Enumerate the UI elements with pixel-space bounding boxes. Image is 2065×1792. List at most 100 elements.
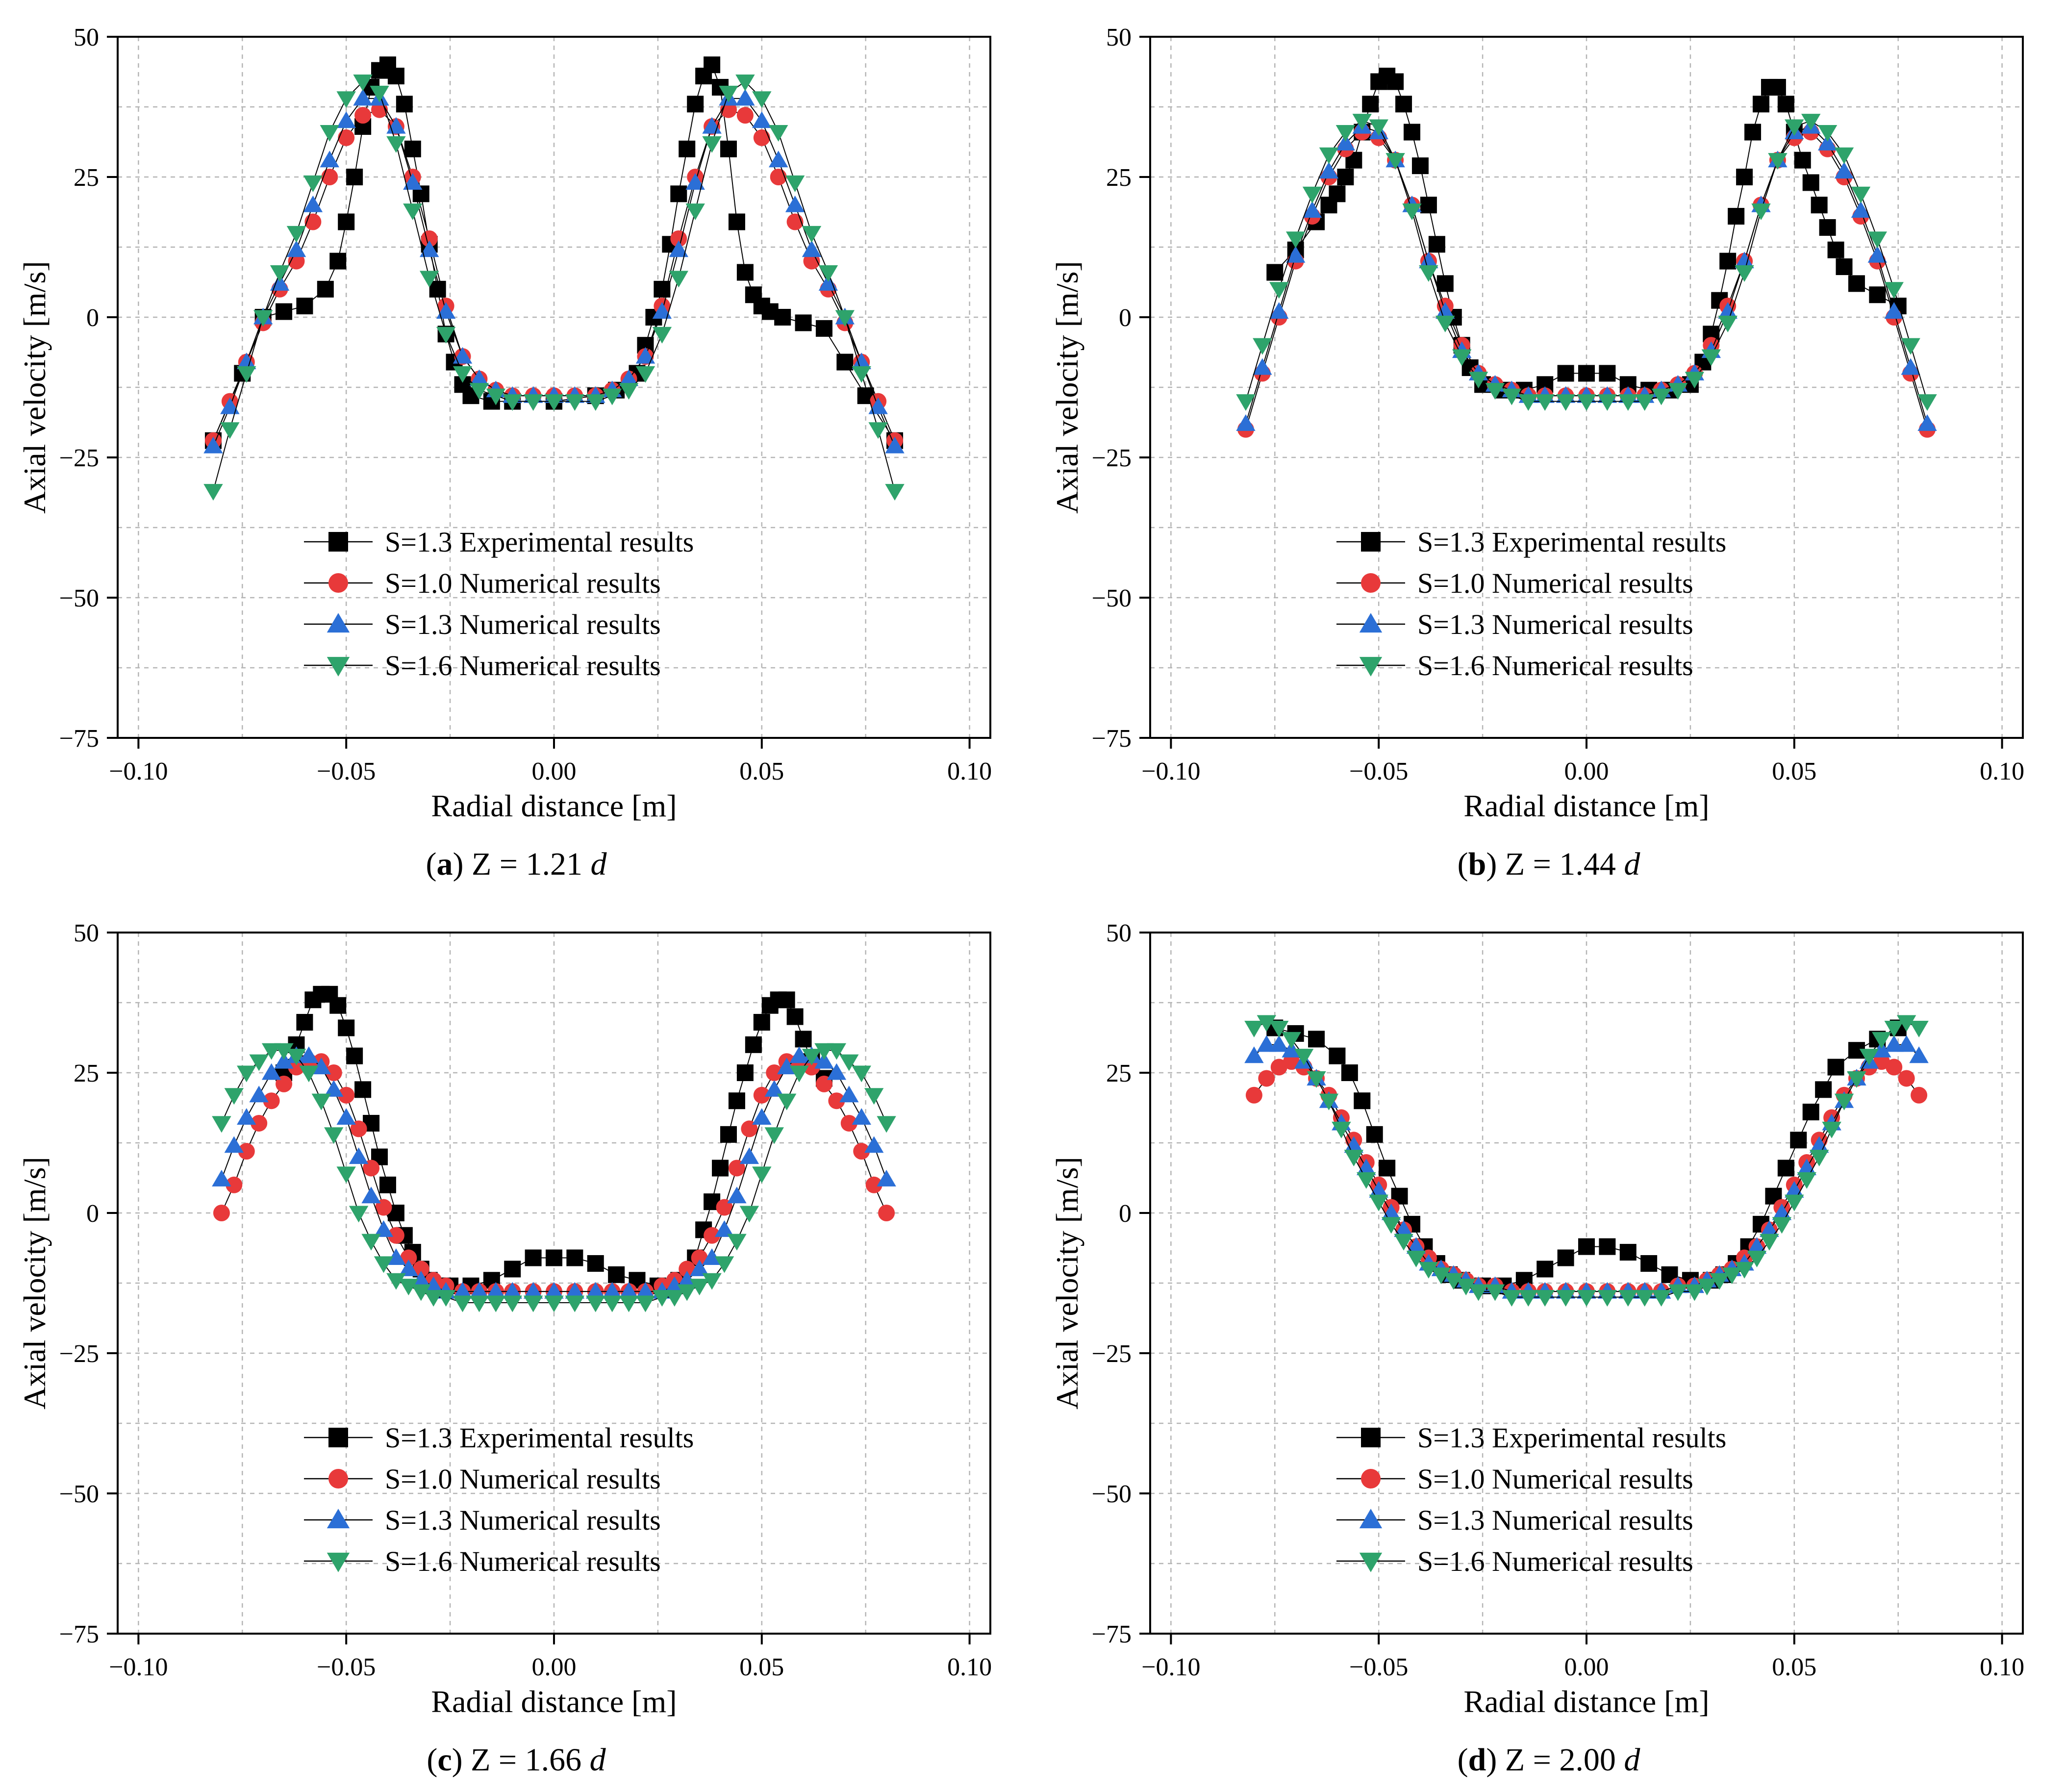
data-point [311, 1093, 331, 1111]
legend-item: S=1.0 Numerical results [1336, 567, 1693, 599]
data-point [1236, 414, 1256, 431]
data-point [1535, 394, 1555, 411]
data-point [868, 422, 888, 439]
caption-d: (d) Z = 2.00 d [1457, 1742, 1640, 1778]
data-point [1329, 185, 1346, 202]
data-point [1578, 365, 1595, 382]
data-point [565, 1282, 585, 1299]
data-point [403, 203, 423, 221]
data-point [503, 1295, 522, 1312]
x-axis-label: Radial distance [m] [431, 1684, 677, 1719]
data-point [486, 1282, 506, 1299]
data-point [1884, 302, 1904, 319]
ticks: −0.10 −0.05 0.00 0.05 0.10 −75 −50 −25 0 25 50 [1092, 919, 2024, 1681]
data-point [1618, 394, 1638, 411]
data-point [1536, 1261, 1554, 1278]
data-point [399, 1260, 419, 1276]
data-point [324, 1127, 344, 1144]
data-point [212, 1116, 231, 1133]
data-point [361, 1234, 381, 1251]
data-point [752, 1108, 772, 1125]
data-point [827, 1063, 847, 1080]
data-point [1896, 1035, 1916, 1052]
data-point [1502, 388, 1522, 405]
data-point [1395, 96, 1412, 113]
data-point [396, 96, 413, 113]
data-point [1518, 394, 1538, 411]
data-point [329, 997, 347, 1014]
data-point [1307, 1071, 1326, 1088]
data-point [1618, 1290, 1638, 1307]
data-point [354, 1081, 372, 1098]
data-point [1485, 1284, 1505, 1301]
data-point [1444, 1273, 1463, 1290]
data-point [1402, 203, 1422, 221]
data-point [220, 397, 240, 414]
legend-label: S=1.3 Experimental results [385, 526, 694, 558]
data-point [261, 1043, 281, 1060]
data-point [1431, 1267, 1451, 1285]
data-point [764, 1127, 784, 1144]
data-point [419, 271, 439, 288]
data-point [852, 366, 871, 383]
data-point [249, 1085, 269, 1103]
legend-label: S=1.3 Numerical results [1417, 1504, 1693, 1536]
data-point [453, 1295, 473, 1312]
x-tick-label: −0.10 [1141, 1653, 1200, 1681]
data-point [768, 125, 788, 142]
data-point [565, 1295, 585, 1312]
x-tick-label: 0.00 [532, 1653, 577, 1681]
data-point [1394, 1234, 1413, 1251]
data-point [263, 1092, 280, 1110]
data-point [714, 1256, 734, 1273]
data-point [635, 366, 655, 383]
data-point [1282, 1040, 1301, 1058]
legend-item: S=1.6 Numerical results [304, 650, 661, 681]
data-point [325, 1064, 342, 1081]
data-point [253, 310, 273, 327]
x-tick-label: 0.10 [1980, 757, 2024, 785]
data-point [286, 1049, 306, 1066]
legend-item: S=1.3 Numerical results [304, 608, 661, 640]
data-point [635, 347, 655, 364]
legend-label: S=1.3 Experimental results [1417, 1422, 1726, 1454]
data-point [704, 56, 721, 74]
data-point [1535, 1290, 1555, 1307]
data-point [665, 1276, 684, 1293]
data-point [736, 1064, 754, 1081]
data-point [379, 1176, 396, 1193]
legend-item: S=1.3 Numerical results [1336, 1504, 1693, 1536]
data-point [1332, 1121, 1351, 1138]
data-point [1901, 358, 1920, 375]
data-point [1420, 197, 1437, 214]
data-point [338, 1019, 355, 1036]
data-point [1722, 1267, 1742, 1285]
data-point [203, 436, 223, 454]
legend-label: S=1.3 Experimental results [1417, 526, 1726, 558]
data-point [286, 240, 306, 257]
data-point [677, 1284, 697, 1301]
data-point [1258, 1070, 1275, 1087]
data-point [669, 271, 689, 288]
data-point [424, 1276, 443, 1293]
data-point [346, 1047, 363, 1064]
data-point [1797, 1172, 1816, 1189]
data-point [1911, 1086, 1928, 1104]
data-point [1557, 365, 1574, 382]
data-point [238, 1143, 255, 1160]
data-point [728, 1092, 745, 1110]
data-point [469, 383, 489, 400]
caption-letter: d [1468, 1742, 1486, 1778]
data-point [1859, 1049, 1879, 1066]
data-point [795, 1031, 812, 1048]
data-point [839, 1085, 859, 1103]
data-point [386, 1273, 406, 1290]
data-point [544, 1295, 564, 1312]
x-tick-label: 0.10 [947, 757, 992, 785]
data-point [411, 1284, 431, 1301]
data-point [877, 1169, 896, 1186]
chart-b: −0.10 −0.05 0.00 0.05 0.10 −75 −50 −25 0 25 50 Radi… [1050, 24, 2024, 823]
data-point [785, 195, 805, 212]
data-point [1635, 1290, 1655, 1307]
data-point [1285, 231, 1306, 249]
